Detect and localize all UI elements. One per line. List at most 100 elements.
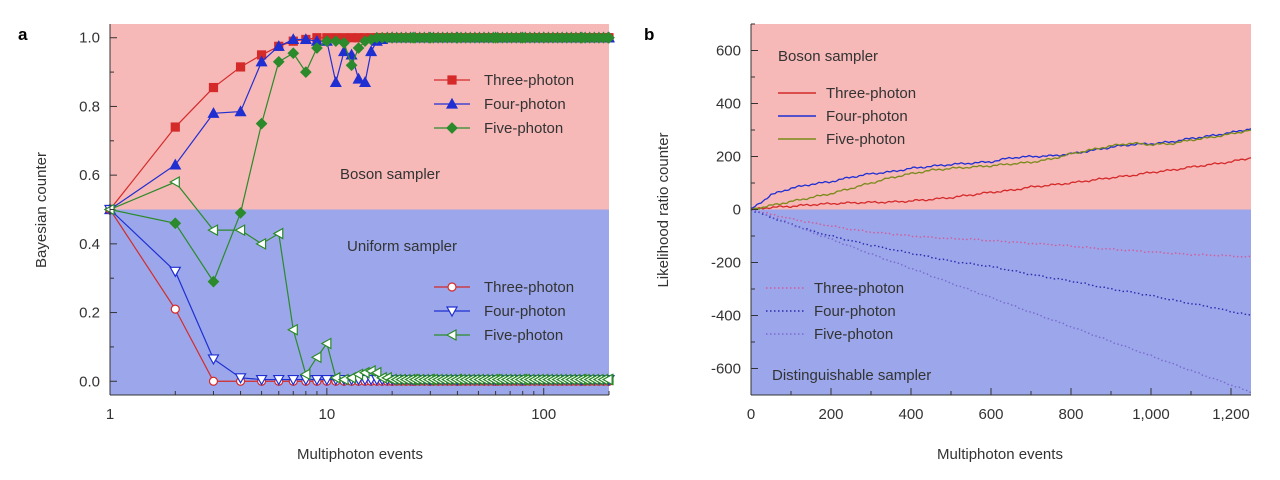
- y-tick-label: -200: [711, 255, 741, 272]
- data-point-triangle-left: [310, 351, 322, 364]
- legend-label: Three-photon: [484, 72, 574, 89]
- data-point-diamond: [602, 31, 614, 44]
- y-tick-label: 0.4: [79, 236, 100, 253]
- data-point-diamond: [272, 55, 285, 68]
- data-point-triangle-down: [234, 373, 247, 385]
- legend-label: Three-photon: [484, 279, 574, 296]
- data-point-triangle-left: [320, 337, 332, 350]
- data-point-triangle-left: [445, 328, 457, 342]
- data-point-diamond: [352, 42, 365, 54]
- x-tick-label: 800: [1058, 406, 1083, 423]
- data-point-diamond: [321, 35, 333, 48]
- data-point-triangle-down: [272, 374, 285, 386]
- x-tick-label: 10: [319, 406, 336, 423]
- panel-b-x-axis-label: Multiphoton events: [937, 446, 1063, 463]
- region-1-background: [110, 209, 609, 395]
- data-point-triangle-left: [207, 224, 219, 237]
- legend-label: Four-photon: [484, 96, 566, 113]
- data-point-triangle-left: [299, 368, 311, 381]
- data-point-square: [447, 75, 457, 85]
- region-label: Boson sampler: [340, 166, 440, 183]
- data-point-triangle-down: [255, 374, 268, 386]
- data-point-triangle-down: [310, 374, 323, 386]
- legend-label: Four-photon: [814, 303, 896, 320]
- x-tick-label: 1: [106, 406, 114, 423]
- y-tick-label: -600: [711, 361, 741, 378]
- region-label: Uniform sampler: [347, 238, 457, 255]
- panel-b-letter: b: [644, 25, 654, 44]
- data-point-triangle-left: [272, 227, 284, 240]
- data-point-triangle-up: [207, 107, 220, 118]
- data-point-triangle-up: [329, 76, 342, 87]
- y-tick-label: 0.6: [79, 167, 100, 184]
- data-point-triangle-up: [234, 105, 247, 117]
- data-point-triangle-left: [287, 323, 298, 336]
- series-4-line: [750, 208, 1252, 317]
- series-0-line: [750, 157, 1252, 211]
- data-point-triangle-up: [287, 33, 300, 45]
- panel-a-letter: a: [18, 25, 28, 44]
- panel-b: b Boson sampler Distinguishable sampler T…: [644, 23, 1252, 463]
- data-point-diamond: [311, 42, 323, 54]
- y-tick-label: 0.0: [79, 373, 100, 390]
- legend-label: Three-photon: [814, 280, 904, 297]
- panel-b-y-axis-label: Likelihood ratio counter: [655, 132, 672, 287]
- data-point-diamond: [299, 66, 312, 78]
- data-point-triangle-up: [352, 72, 365, 84]
- data-point-circle: [447, 282, 457, 292]
- data-point-triangle-left: [169, 175, 180, 189]
- series-5-line: [750, 208, 1252, 394]
- y-tick-label: 600: [716, 43, 741, 60]
- y-tick-label: 0.8: [79, 98, 100, 115]
- x-tick-label: 200: [818, 406, 843, 423]
- data-point-triangle-up: [272, 40, 285, 51]
- y-tick-label: 400: [716, 96, 741, 113]
- x-tick-label: 1,000: [1132, 406, 1170, 423]
- data-point-diamond: [446, 122, 458, 134]
- x-tick-label: 100: [531, 406, 556, 423]
- region-0-background: [751, 24, 1251, 210]
- data-point-circle: [170, 304, 180, 314]
- panel-a-x-axis-label: Multiphoton events: [297, 446, 423, 463]
- data-point-triangle-left: [234, 224, 246, 237]
- y-tick-label: 0.2: [79, 305, 100, 322]
- panel-a: a Boson sampler Uniform sampler Three-pho…: [18, 24, 616, 463]
- data-point-triangle-down: [287, 374, 300, 386]
- series-2-line: [750, 129, 1252, 210]
- legend-label: Five-photon: [814, 326, 893, 343]
- data-point-square: [235, 62, 246, 72]
- data-point-diamond: [287, 47, 300, 60]
- series-1-line: [750, 128, 1252, 210]
- data-point-triangle-left: [255, 237, 267, 250]
- data-point-square: [170, 122, 180, 132]
- data-point-triangle-left: [370, 366, 382, 379]
- y-tick-label: 0: [733, 202, 741, 219]
- region-label: Boson sampler: [778, 48, 878, 65]
- data-point-circle: [208, 376, 219, 386]
- panel-a-y-axis-label: Bayesian counter: [33, 152, 50, 268]
- data-point-triangle-up: [169, 158, 182, 170]
- data-point-triangle-left: [345, 371, 357, 384]
- data-point-triangle-left: [329, 371, 341, 384]
- region-0-background: [110, 24, 609, 210]
- y-tick-label: 1.0: [79, 30, 100, 47]
- data-point-diamond: [207, 275, 220, 288]
- y-tick-label: -400: [711, 308, 741, 325]
- data-point-diamond: [169, 217, 182, 230]
- data-point-triangle-up: [359, 76, 372, 87]
- legend-label: Three-photon: [826, 85, 916, 102]
- region-1-background: [751, 209, 1251, 395]
- series-3-line: [750, 209, 1252, 258]
- data-point-diamond: [338, 37, 350, 49]
- data-point-triangle-up: [255, 55, 268, 67]
- legend-label: Five-photon: [484, 120, 563, 137]
- data-point-triangle-down: [445, 306, 459, 318]
- region-label: Distinguishable sampler: [772, 367, 931, 384]
- data-point-triangle-up: [445, 97, 459, 109]
- data-point-triangle-down: [207, 354, 220, 366]
- data-point-square: [208, 82, 219, 93]
- legend-label: Four-photon: [484, 303, 566, 320]
- y-tick-label: 200: [716, 149, 741, 166]
- series-2: [104, 31, 615, 288]
